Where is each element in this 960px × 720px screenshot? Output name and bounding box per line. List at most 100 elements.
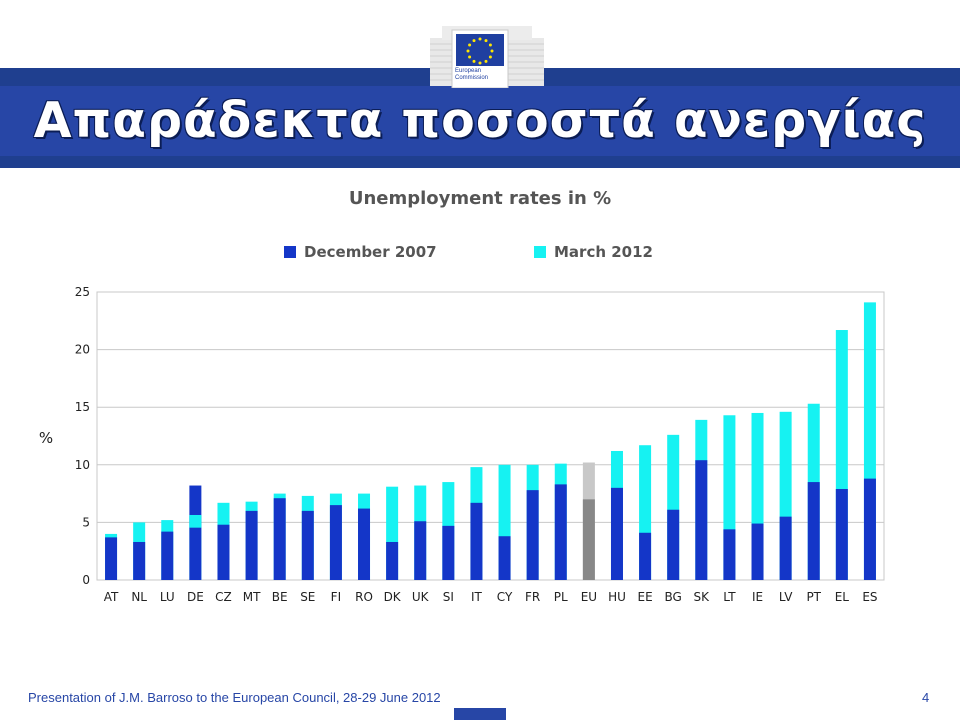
bar-march-2012 <box>863 302 876 580</box>
x-tick-label: HU <box>608 590 626 604</box>
bar-march-2012 <box>273 493 286 580</box>
footer-text: Presentation of J.M. Barroso to the Euro… <box>28 690 441 705</box>
bar-december-2007 <box>105 537 118 580</box>
bar-march-2012 <box>301 495 314 580</box>
chart-title: Unemployment rates in % <box>348 188 612 209</box>
x-tick-label: DE <box>187 590 204 604</box>
bar-march-2012 <box>161 520 174 580</box>
bar-march-2012 <box>133 522 146 580</box>
bar-december-2007 <box>189 485 202 580</box>
x-tick-label: AT <box>104 590 119 604</box>
bar-december-2007 <box>442 525 455 580</box>
bar-december-2007 <box>133 541 146 580</box>
bar-march-2012 <box>358 493 371 580</box>
bar-december-2007 <box>835 488 848 580</box>
bar-december-2007 <box>329 505 342 580</box>
x-tick-label: PL <box>554 590 568 604</box>
x-tick-label: ES <box>862 590 877 604</box>
x-tick-label: FI <box>331 590 341 604</box>
x-tick-label: EE <box>638 590 653 604</box>
x-tick-label: LU <box>160 590 175 604</box>
x-tick-label: LT <box>723 590 736 604</box>
bar-march-2012 <box>105 533 118 580</box>
legend-swatch-march-2012 <box>534 246 546 258</box>
bar-march-2012 <box>582 462 595 580</box>
bar-december-2007 <box>723 529 736 580</box>
x-tick-label: BG <box>665 590 682 604</box>
bar-december-2007 <box>273 498 286 580</box>
bar-december-2007 <box>161 531 174 580</box>
legend-label-december-2007: December 2007 <box>304 243 437 261</box>
x-tick-label: FR <box>525 590 540 604</box>
x-tick-label: SI <box>443 590 454 604</box>
legend-item-december-2007: December 2007 <box>284 242 437 262</box>
bar-december-2007 <box>667 509 680 580</box>
bar-march-2012 <box>498 464 511 580</box>
bar-march-2012 <box>526 464 539 580</box>
bar-december-2007 <box>695 460 708 580</box>
bar-march-2012 <box>386 486 399 580</box>
bar-march-2012 <box>667 434 680 580</box>
bar-december-2007 <box>217 524 230 580</box>
x-tick-label: CZ <box>215 590 232 604</box>
bar-december-2007 <box>554 484 567 580</box>
x-tick-label: IE <box>752 590 763 604</box>
x-tick-label: CY <box>497 590 513 604</box>
bar-march-2012 <box>723 415 736 580</box>
bar-december-2007 <box>301 510 314 580</box>
bar-march-2012 <box>329 493 342 580</box>
slide-title: Απαράδεκτα ποσοστά ανεργίας <box>33 92 927 149</box>
bar-march-2012 <box>554 463 567 580</box>
bar-march-2012 <box>807 403 820 580</box>
bar-march-2012 <box>470 467 483 580</box>
x-tick-label: NL <box>131 590 147 604</box>
page-number: 4 <box>922 690 930 705</box>
legend-label-march-2012: March 2012 <box>554 243 653 261</box>
y-tick-label: 20 <box>75 343 90 357</box>
bar-march-2012 <box>695 419 708 580</box>
y-tick-label: 10 <box>75 458 90 472</box>
bar-march-2012 <box>779 411 792 580</box>
y-tick-label: 15 <box>75 400 90 414</box>
bar-december-2007 <box>582 499 595 580</box>
y-tick-label: 25 <box>75 285 90 299</box>
y-tick-label: 0 <box>82 573 90 587</box>
bar-december-2007 <box>386 541 399 580</box>
bar-december-2007 <box>526 490 539 580</box>
european-commission-logo: European Commission <box>422 8 552 89</box>
bar-march-2012-marker <box>189 514 202 528</box>
bar-december-2007 <box>779 516 792 580</box>
x-tick-label: UK <box>412 590 430 604</box>
bar-march-2012 <box>751 412 764 580</box>
eu-stars-icon <box>466 37 494 65</box>
bar-december-2007 <box>498 536 511 580</box>
x-tick-label: LV <box>779 590 793 604</box>
bar-march-2012 <box>217 502 230 580</box>
bar-march-2012 <box>610 450 623 580</box>
x-tick-label: SE <box>300 590 315 604</box>
bar-march-2012 <box>442 482 455 580</box>
logo-label: European Commission <box>455 68 489 81</box>
bar-december-2007 <box>610 487 623 580</box>
bar-december-2007 <box>807 482 820 580</box>
bar-december-2007 <box>358 508 371 580</box>
bar-march-2012 <box>189 515 202 580</box>
bar-december-2007 <box>470 502 483 580</box>
x-tick-label: EU <box>581 590 597 604</box>
x-tick-label: BE <box>272 590 288 604</box>
bar-december-2007 <box>863 478 876 580</box>
x-tick-label: MT <box>243 590 261 604</box>
bar-march-2012 <box>414 485 427 580</box>
bar-march-2012 <box>245 501 258 580</box>
logo-building-icon <box>430 26 544 89</box>
x-tick-label: RO <box>355 590 373 604</box>
x-tick-label: DK <box>384 590 402 604</box>
bottom-accent <box>454 708 506 720</box>
y-axis-label: % <box>39 429 53 447</box>
legend-item-march-2012: March 2012 <box>534 242 653 262</box>
plot-frame <box>96 291 885 581</box>
bar-december-2007 <box>245 510 258 580</box>
title-bar <box>0 86 960 156</box>
bar-december-2007 <box>751 523 764 580</box>
x-tick-label: PT <box>806 590 821 604</box>
